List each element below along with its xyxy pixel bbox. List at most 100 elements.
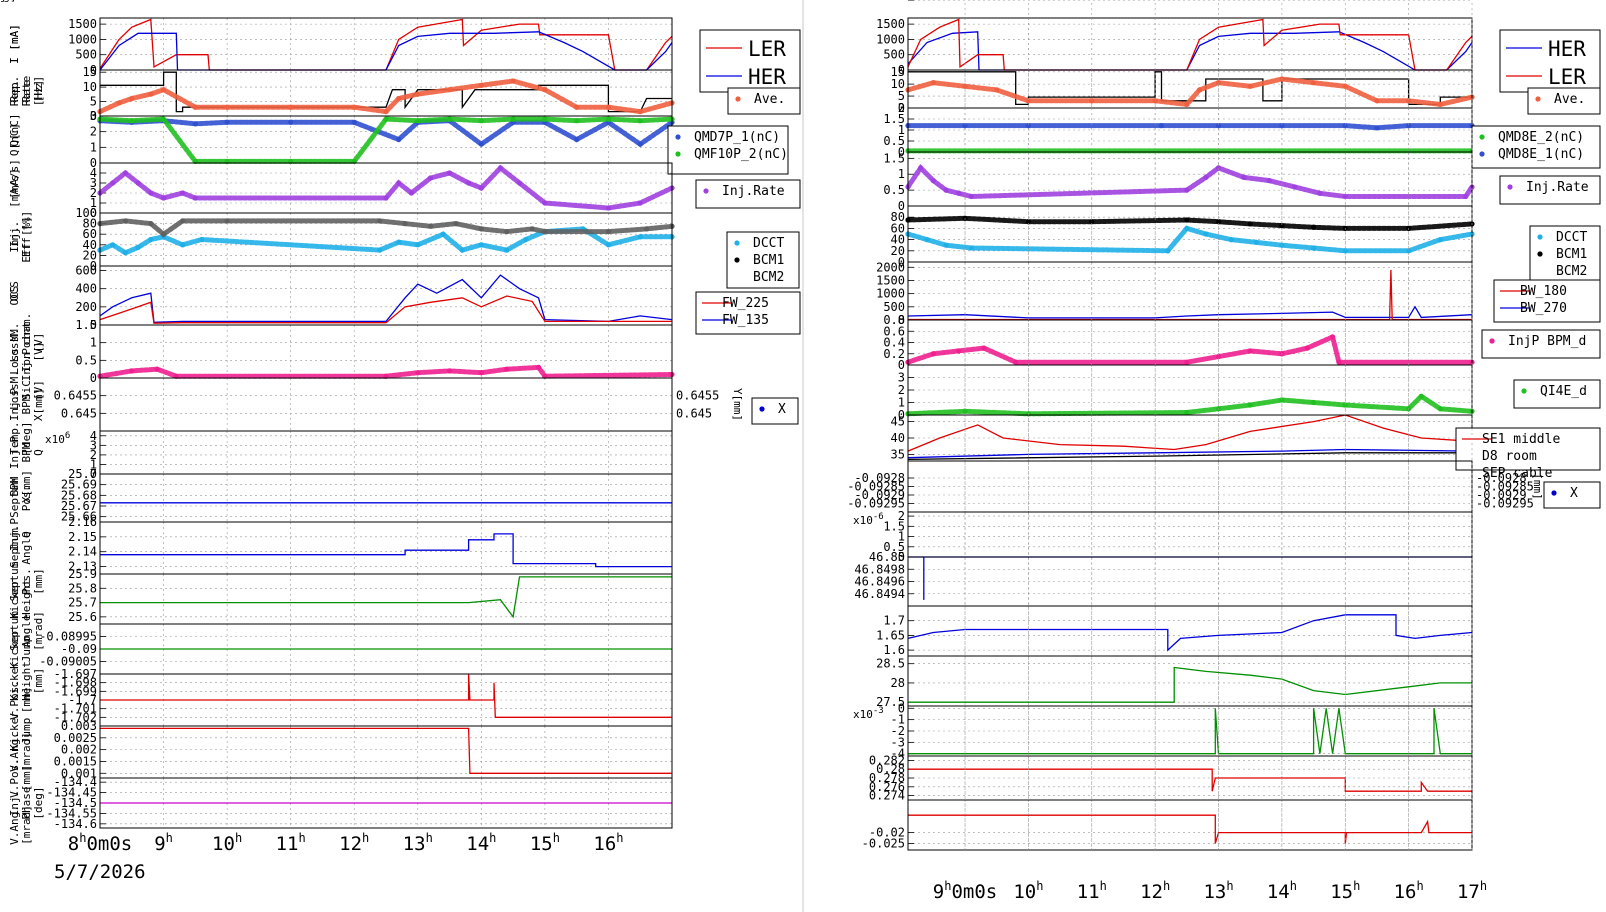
data-point xyxy=(1203,174,1209,181)
x-tick-h: h xyxy=(616,831,623,845)
panel-right-13: 27.5 28 28.5 Kicker Height [mm] xyxy=(8,655,1473,709)
data-point xyxy=(1184,359,1190,365)
x-tick-label: 10h xyxy=(1013,879,1043,903)
data-point xyxy=(542,200,548,206)
exponent-label: x10-6 xyxy=(853,512,884,527)
y-tick-label: 97 xyxy=(891,0,905,3)
legend-label: Inj.Rate xyxy=(722,184,785,199)
x-tick-h: h xyxy=(362,831,369,845)
data-point xyxy=(1406,123,1412,129)
legend-label: X xyxy=(778,402,786,417)
data-point xyxy=(504,228,510,235)
y-axis-label: Q[nC] xyxy=(8,123,21,156)
y-axis-label: X[mm] xyxy=(20,470,33,503)
data-point xyxy=(1336,359,1342,365)
data-point xyxy=(122,218,129,224)
legend-box xyxy=(1543,481,1601,509)
x-tick-h: h xyxy=(1480,879,1487,893)
x-tick-h: h xyxy=(944,879,951,893)
y-axis-label: [mm] xyxy=(20,765,33,792)
legend-box xyxy=(667,125,789,175)
data-point xyxy=(1089,98,1095,104)
y-tick-label: 0 xyxy=(90,371,97,385)
data-point xyxy=(478,370,484,376)
legend-left-0: LER HER xyxy=(699,29,801,93)
series-vang-left xyxy=(100,727,672,774)
legend-label: HER xyxy=(748,65,786,89)
y-tick-label: 25.8 xyxy=(68,581,97,595)
data-point xyxy=(148,190,154,196)
x-tick-hour: 9 xyxy=(154,833,165,855)
x-tick-h: h xyxy=(1353,879,1360,893)
data-point xyxy=(968,245,974,251)
x-tick-label: 9h xyxy=(154,831,173,855)
series-BCM1 xyxy=(905,215,1475,231)
legend-label: DCCT xyxy=(753,236,784,251)
data-point xyxy=(1342,83,1348,89)
panel-frame xyxy=(99,473,673,523)
y-tick-label: 1.5 xyxy=(883,519,905,533)
series-Inj.Rate xyxy=(97,164,675,211)
y-tick-label: 2 xyxy=(898,383,905,397)
data-point xyxy=(377,218,383,224)
y-tick-label: 0 xyxy=(898,101,905,115)
legend-dot xyxy=(735,96,741,102)
y-right-tick-label: -0.0928 xyxy=(1476,471,1527,485)
data-point xyxy=(529,226,535,232)
y-tick-label: 25.69 xyxy=(61,478,97,492)
y-axis-label: I [mA] xyxy=(8,24,21,64)
x-tick-hour: 12 xyxy=(339,833,362,855)
data-point xyxy=(199,236,205,243)
y-tick-label: 1 xyxy=(90,457,97,471)
data-point xyxy=(574,104,580,110)
x-tick-label: 15h xyxy=(1330,879,1360,903)
y-tick-label: 0 xyxy=(898,701,905,715)
legend-right-0: HER LER xyxy=(1499,29,1601,93)
y-tick-label: 25.9 xyxy=(68,567,97,581)
y-tick-label: -0.08995 xyxy=(39,630,97,644)
data-point xyxy=(1158,123,1165,129)
data-point xyxy=(446,368,453,374)
y-tick-label: 20 xyxy=(891,244,905,258)
y-axis-label: Loss M. xyxy=(8,328,21,374)
exponent-label: x106 xyxy=(45,431,70,446)
data-point xyxy=(605,104,612,110)
data-point xyxy=(1418,393,1424,399)
y-axis-label: [mm] xyxy=(32,668,45,695)
legend-right-8: SE1 middle D8 room SEP cable xyxy=(1455,427,1601,481)
series-Inj.Rate xyxy=(905,163,1475,200)
y-tick-label: 0.003 xyxy=(61,719,97,733)
x-tick-h: h xyxy=(1100,879,1107,893)
x-tick-hour: 14 xyxy=(466,833,489,855)
data-point xyxy=(459,247,465,253)
y-axis-label: BPM xyxy=(20,394,33,414)
data-point xyxy=(415,242,421,248)
data-point xyxy=(110,242,116,248)
data-point xyxy=(402,221,408,227)
data-point xyxy=(383,116,389,122)
data-point xyxy=(1025,98,1032,104)
data-point xyxy=(148,91,154,97)
y-tick-label: 0 xyxy=(898,199,905,213)
y-tick-label: -0.0928 xyxy=(854,471,905,485)
right-axis-label: [mm] xyxy=(1531,473,1544,500)
legend-box xyxy=(1499,29,1601,93)
series-SEP cable xyxy=(907,452,1472,461)
series-InjP BPM_d xyxy=(905,333,1475,365)
x-tick-label: 13h xyxy=(403,831,433,855)
x-tick-hour: 17 xyxy=(1457,881,1480,903)
x-tick-h: h xyxy=(553,831,560,845)
data-point xyxy=(466,180,472,186)
data-point xyxy=(440,231,446,237)
panel-right-17: 96.959797.05Inj.Phase[deg] xyxy=(0,0,1473,850)
x-tick-suffix: 0m0s xyxy=(86,833,132,855)
y-axis-label: [deg] xyxy=(0,0,17,3)
data-point xyxy=(1437,406,1443,412)
y-tick-label: 2 xyxy=(90,125,97,139)
y-tick-label: 1000 xyxy=(876,287,905,301)
y-tick-label: 0 xyxy=(898,358,905,372)
legend-label: BCM1 xyxy=(753,253,784,268)
y-axis-label: Pos. xyxy=(20,568,33,595)
x-tick-hour: 13 xyxy=(403,833,426,855)
